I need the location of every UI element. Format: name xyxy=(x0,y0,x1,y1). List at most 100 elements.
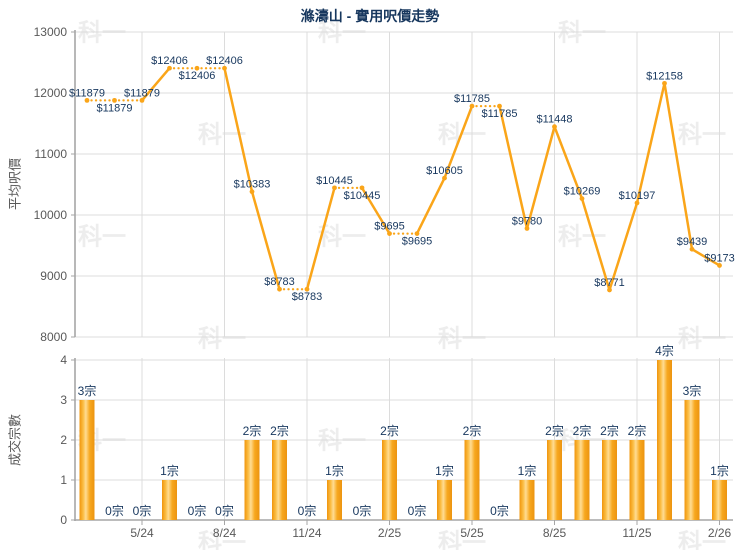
volume-bar[interactable] xyxy=(79,400,95,520)
price-point-marker[interactable] xyxy=(497,103,502,109)
price-line-segment xyxy=(691,248,721,267)
y-tick-label: 10000 xyxy=(34,208,68,222)
price-point-marker[interactable] xyxy=(194,65,200,71)
price-point-marker[interactable] xyxy=(167,65,172,71)
price-point-marker[interactable] xyxy=(469,103,475,109)
volume-bar-label: 2宗 xyxy=(270,423,289,438)
price-point-label: $12406 xyxy=(179,70,216,82)
y-axis-title-count: 成交宗數 xyxy=(7,413,23,467)
y-tick-label: 13000 xyxy=(34,25,68,39)
x-tick-label: 11/24 xyxy=(292,526,321,540)
volume-bar[interactable] xyxy=(244,440,260,520)
y-tick-label: 8000 xyxy=(40,330,67,344)
price-line-segment xyxy=(305,187,336,290)
y-tick-label: 2 xyxy=(60,433,67,447)
price-point-marker[interactable] xyxy=(222,65,227,71)
price-point-marker[interactable] xyxy=(359,185,365,191)
price-point-marker[interactable] xyxy=(442,175,447,181)
price-point-marker[interactable] xyxy=(634,200,640,206)
volume-bar-label: 1宗 xyxy=(435,463,454,478)
price-point-label: $11448 xyxy=(537,114,573,126)
price-point-label: $9780 xyxy=(512,215,543,227)
volume-bar-label: 0宗 xyxy=(490,503,509,518)
volume-bar[interactable] xyxy=(437,480,452,520)
watermark-text: 科一 xyxy=(558,223,606,251)
price-line-segment xyxy=(250,191,281,290)
volume-bar-label: 2宗 xyxy=(573,423,592,438)
price-point-marker[interactable] xyxy=(84,97,90,103)
y-tick-label: 9000 xyxy=(40,269,67,283)
price-line-segment xyxy=(223,67,254,192)
y-tick-label: 12000 xyxy=(34,86,68,100)
price-point-label: $9173 xyxy=(704,252,735,264)
price-point-marker[interactable] xyxy=(249,189,255,195)
x-tick-label: 2/25 xyxy=(378,526,402,540)
watermark-text: 科一 xyxy=(198,529,246,550)
price-point-marker[interactable] xyxy=(524,226,530,231)
price-point-label: $9439 xyxy=(677,236,708,248)
watermark-text: 科一 xyxy=(438,529,486,550)
volume-bar[interactable] xyxy=(657,360,672,520)
volume-bar-label: 4宗 xyxy=(655,343,674,358)
price-point-label: $10269 xyxy=(564,186,601,198)
price-point-marker[interactable] xyxy=(414,231,420,237)
volume-bar[interactable] xyxy=(684,400,700,520)
volume-bar[interactable] xyxy=(712,480,727,520)
price-point-label: $11785 xyxy=(454,93,490,105)
volume-bar[interactable] xyxy=(272,440,287,520)
price-point-marker[interactable] xyxy=(304,286,310,292)
y-axis-title-price: 平均呎價 xyxy=(7,157,23,211)
price-point-marker[interactable] xyxy=(139,97,145,103)
watermark-text: 科一 xyxy=(198,325,246,353)
volume-bar[interactable] xyxy=(629,440,645,520)
chart-title: 滌濤山 - 實用呎價走勢 xyxy=(300,8,440,24)
price-point-label: $10197 xyxy=(619,190,656,202)
watermark-text: 科一 xyxy=(678,529,726,550)
volume-bar-label: 0宗 xyxy=(215,503,234,518)
volume-bar[interactable] xyxy=(382,440,397,520)
price-line-segment xyxy=(525,126,556,229)
volume-bar-label: 3宗 xyxy=(78,383,97,398)
watermark-text: 科一 xyxy=(678,121,726,149)
x-tick-label: 2/26 xyxy=(708,526,732,540)
volume-bar-label: 0宗 xyxy=(353,503,372,518)
price-point-label: $9695 xyxy=(402,236,433,248)
volume-bar-label: 0宗 xyxy=(408,503,427,518)
price-point-marker[interactable] xyxy=(332,185,337,191)
volume-bar[interactable] xyxy=(327,480,342,520)
volume-bar[interactable] xyxy=(519,480,535,520)
price-point-marker[interactable] xyxy=(689,246,695,252)
volume-bar-label: 1宗 xyxy=(160,463,179,478)
y-tick-label: 1 xyxy=(60,473,67,487)
volume-bar-label: 0宗 xyxy=(298,503,317,518)
volume-bar[interactable] xyxy=(574,440,590,520)
price-point-marker[interactable] xyxy=(717,263,722,268)
price-point-label: $11879 xyxy=(97,102,133,114)
price-point-label: $11879 xyxy=(124,87,160,99)
price-line-segment xyxy=(635,83,666,204)
price-line-segment xyxy=(360,187,391,235)
volume-bar-label: 1宗 xyxy=(710,463,729,478)
y-tick-label: 11000 xyxy=(35,147,68,161)
price-line-segment xyxy=(443,105,474,179)
volume-bar[interactable] xyxy=(547,440,562,520)
price-point-label: $12158 xyxy=(646,70,683,82)
volume-bar[interactable] xyxy=(464,440,480,520)
price-point-marker[interactable] xyxy=(277,286,282,292)
price-point-marker[interactable] xyxy=(662,80,667,86)
volume-bar[interactable] xyxy=(602,440,617,520)
volume-bar-label: 2宗 xyxy=(628,423,647,438)
price-point-marker[interactable] xyxy=(112,97,117,103)
watermark-text: 科一 xyxy=(318,223,366,251)
price-point-label: $10445 xyxy=(316,175,353,187)
price-point-marker[interactable] xyxy=(552,124,557,130)
volume-bar-label: 0宗 xyxy=(105,503,124,518)
volume-bar[interactable] xyxy=(162,480,177,520)
price-point-label: $8771 xyxy=(594,277,625,289)
price-point-marker[interactable] xyxy=(387,231,392,237)
price-point-marker[interactable] xyxy=(607,287,612,293)
watermark-text: 科一 xyxy=(78,223,126,251)
price-point-marker[interactable] xyxy=(579,196,585,201)
price-line-segment xyxy=(553,126,584,200)
